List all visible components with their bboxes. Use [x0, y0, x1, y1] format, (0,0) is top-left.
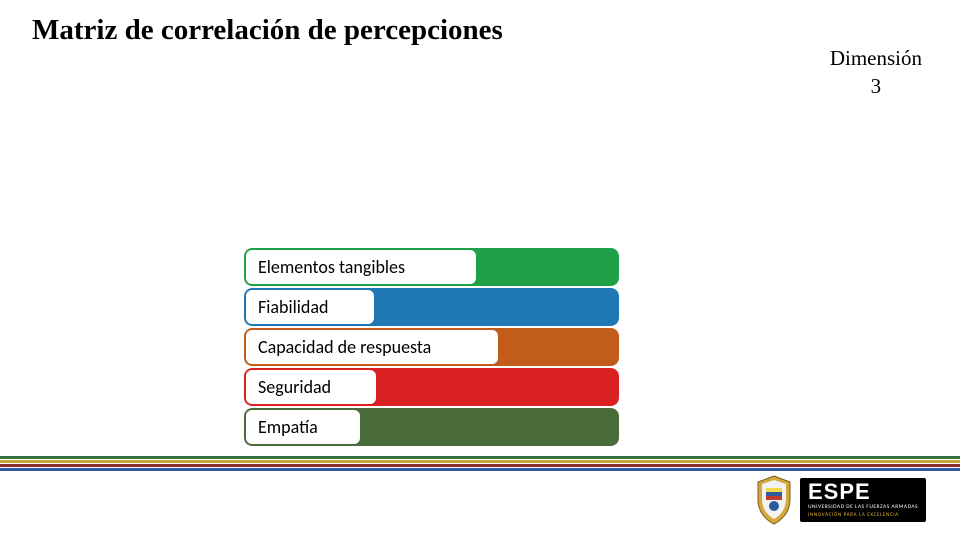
logo-sub1: UNIVERSIDAD DE LAS FUERZAS ARMADAS	[808, 505, 918, 511]
page-title: Matriz de correlación de percepciones	[32, 14, 503, 47]
item-fiabilidad: Fiabilidad	[244, 288, 619, 326]
dimension-label-box: Dimensión 3	[830, 44, 922, 101]
item-label: Seguridad	[258, 376, 331, 398]
shield-icon	[754, 474, 794, 526]
footer-line-2	[0, 460, 960, 463]
item-label: Elementos tangibles	[258, 256, 405, 278]
item-capacidad-respuesta: Capacidad de respuesta	[244, 328, 619, 366]
item-seguridad: Seguridad	[244, 368, 619, 406]
item-empatia: Empatía	[244, 408, 619, 446]
item-label: Capacidad de respuesta	[258, 336, 431, 358]
logo-espe: ESPE	[808, 481, 918, 503]
item-label: Empatía	[258, 416, 318, 438]
item-label-plate: Fiabilidad	[246, 290, 374, 324]
espe-logo: ESPE UNIVERSIDAD DE LAS FUERZAS ARMADAS …	[754, 470, 944, 530]
item-label-plate: Elementos tangibles	[246, 250, 476, 284]
dimension-label: Dimensión	[830, 44, 922, 72]
item-elementos-tangibles: Elementos tangibles	[244, 248, 619, 286]
item-label-plate: Empatía	[246, 410, 360, 444]
slide: Matriz de correlación de percepciones Di…	[0, 0, 960, 540]
footer-line-3	[0, 464, 960, 467]
dimension-number: 3	[830, 72, 922, 100]
item-label: Fiabilidad	[258, 296, 328, 318]
item-label-plate: Seguridad	[246, 370, 376, 404]
footer-line-1	[0, 456, 960, 459]
logo-sub2: INNOVACIÓN PARA LA EXCELENCIA	[808, 513, 918, 518]
dimension-items: Elementos tangibles Fiabilidad Capacidad…	[244, 248, 619, 448]
logo-text: ESPE UNIVERSIDAD DE LAS FUERZAS ARMADAS …	[800, 478, 926, 522]
item-label-plate: Capacidad de respuesta	[246, 330, 498, 364]
